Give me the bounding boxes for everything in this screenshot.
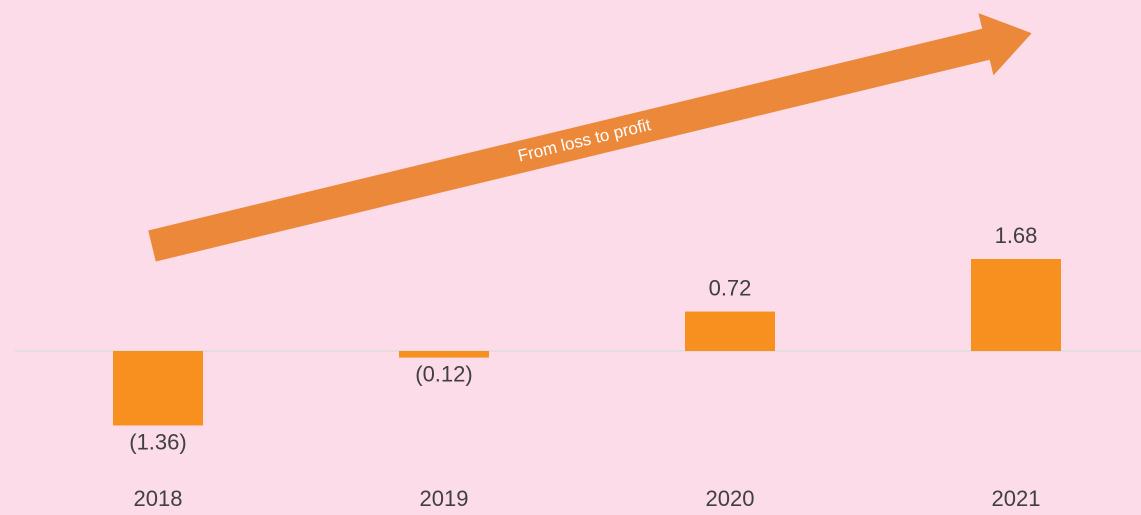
x-tick-label: 2020 bbox=[706, 486, 755, 511]
bar bbox=[971, 259, 1061, 351]
bar bbox=[399, 351, 489, 358]
value-label: 0.72 bbox=[709, 275, 752, 300]
x-tick-label: 2021 bbox=[992, 486, 1041, 511]
x-tick-label: 2019 bbox=[420, 486, 469, 511]
x-tick-label: 2018 bbox=[134, 486, 183, 511]
value-label: (1.36) bbox=[129, 429, 186, 454]
arrow-shape bbox=[148, 13, 1032, 262]
bar bbox=[113, 351, 203, 426]
value-label: 1.68 bbox=[995, 223, 1038, 248]
bar bbox=[685, 311, 775, 351]
value-label: (0.12) bbox=[415, 361, 472, 386]
